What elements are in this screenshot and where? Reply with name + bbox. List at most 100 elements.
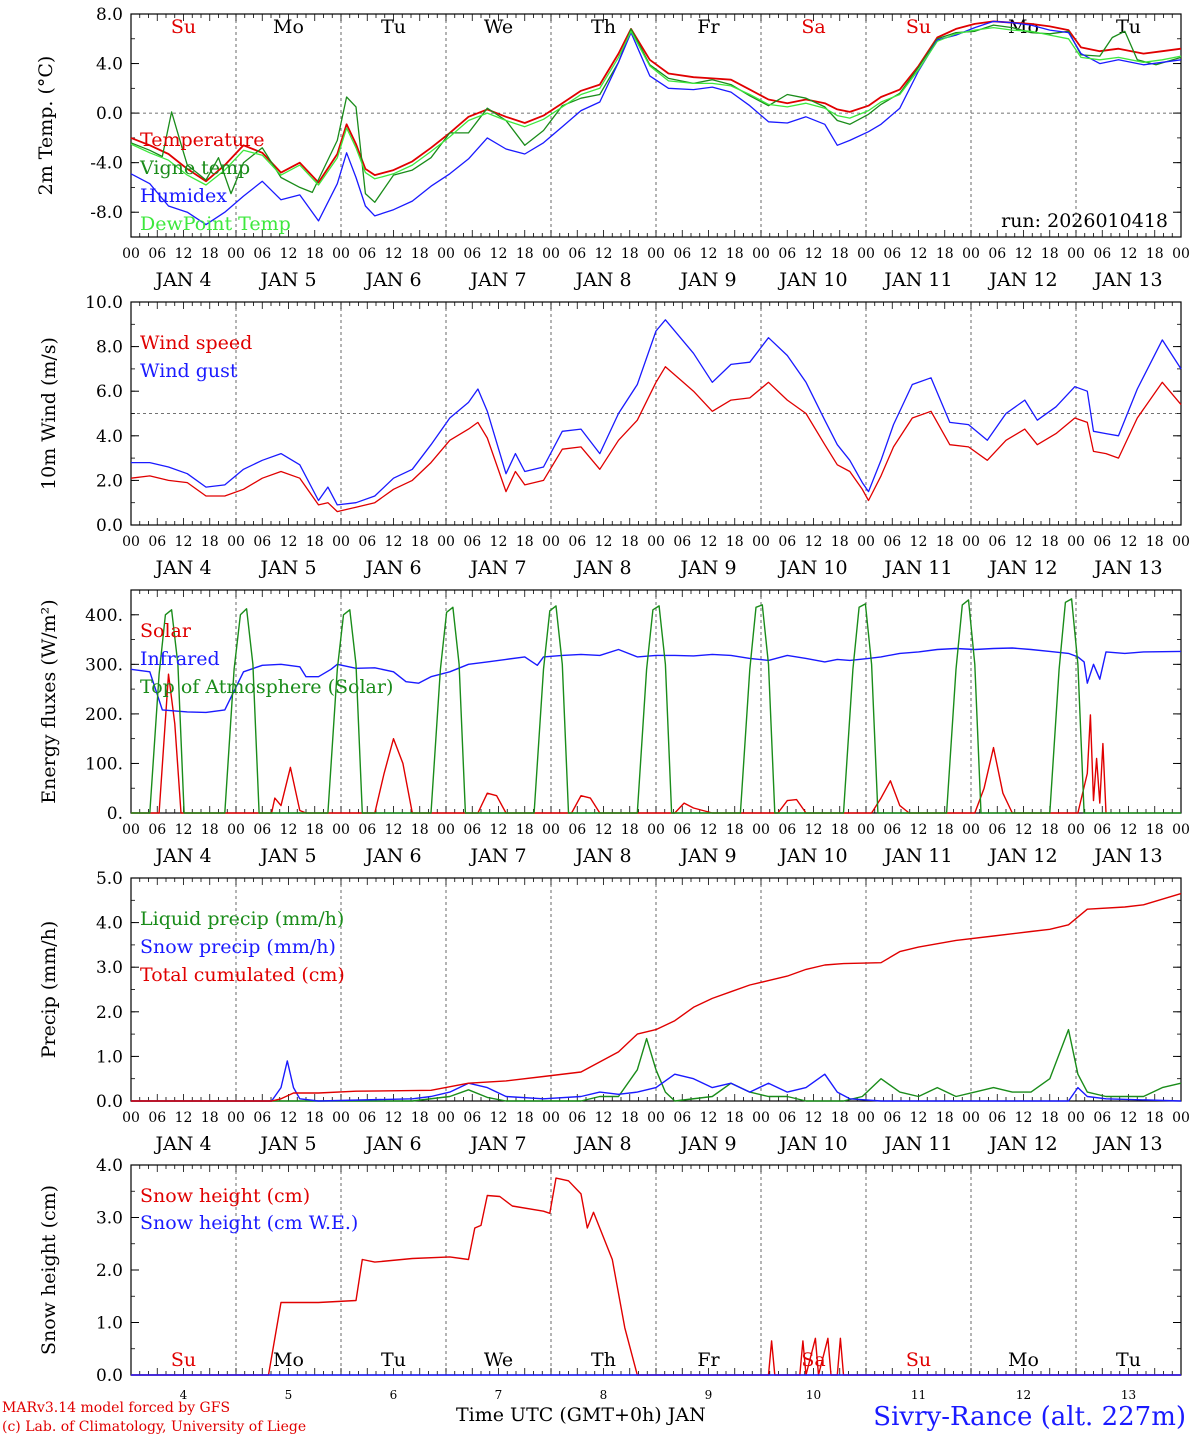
x-date-label: JAN 5 (258, 1133, 316, 1155)
x-date-label: JAN 8 (573, 1133, 631, 1155)
x-hour-label: 18 (1146, 1110, 1164, 1126)
x-hour-label: 06 (463, 1110, 481, 1126)
x-hour-label: 00 (962, 822, 980, 838)
x-hour-label: 06 (988, 1110, 1006, 1126)
weekday-label: Mo (273, 16, 304, 38)
x-hour-label: 00 (647, 534, 665, 550)
x-hour-label: 06 (568, 822, 586, 838)
x-hour-label: 00 (1172, 1110, 1190, 1126)
x-date-label: JAN 6 (363, 845, 421, 867)
x-hour-label: 12 (490, 534, 508, 550)
x-hour-label: 00 (647, 822, 665, 838)
x-hour-label: 12 (1120, 246, 1138, 262)
run-label: run: 2026010418 (1001, 210, 1168, 232)
x-hour-label: 00 (227, 1110, 245, 1126)
x-hour-label: 00 (857, 822, 875, 838)
x-date-label: JAN 9 (678, 557, 736, 579)
x-hour-label: 00 (437, 822, 455, 838)
y-tick-label: -8.0 (90, 203, 123, 223)
plot-frame (130, 13, 1182, 238)
x-hour-label: 06 (358, 534, 376, 550)
weekday-label: We (484, 1349, 513, 1371)
x-hour-label: 12 (385, 1110, 403, 1126)
x-hour-label: 18 (936, 246, 954, 262)
x-hour-label: 12 (175, 534, 193, 550)
y-tick-label: 4.0 (96, 1156, 123, 1176)
series-line-infrared (130, 647, 1182, 714)
weekday-label: Tu (1116, 16, 1141, 38)
x-hour-label: 18 (516, 1110, 534, 1126)
x-hour-label: 18 (936, 822, 954, 838)
x-hour-label: 06 (1093, 1110, 1111, 1126)
x-date-label: JAN 6 (363, 557, 421, 579)
x-hour-label: 06 (673, 1110, 691, 1126)
y-tick-label: 1.0 (96, 1314, 123, 1334)
y-tick-label: 3.0 (96, 958, 123, 978)
x-hour-label: 12 (1015, 822, 1033, 838)
x-hour-label: 12 (385, 822, 403, 838)
x-hour-label: 18 (726, 534, 744, 550)
weekday-label: Mo (1008, 16, 1039, 38)
x-hour-label: 18 (831, 246, 849, 262)
x-date-label: JAN 6 (363, 1133, 421, 1155)
x-hour-label: 18 (726, 822, 744, 838)
x-hour-label: 06 (253, 534, 271, 550)
y-tick-label: 0.0 (96, 1366, 123, 1386)
x-day-number: 13 (1121, 1388, 1136, 1402)
x-hour-label: 12 (910, 822, 928, 838)
x-hour-label: 12 (1120, 822, 1138, 838)
x-hour-label: 00 (122, 1110, 140, 1126)
x-hour-label: 06 (778, 246, 796, 262)
station-name: Sivry-Rance (alt. 227m) (873, 1402, 1186, 1432)
legend-entry: Wind speed (140, 332, 252, 354)
x-hour-label: 18 (516, 534, 534, 550)
x-hour-label: 00 (437, 534, 455, 550)
legend-entry: Infrared (140, 648, 220, 670)
y-tick-label: 4.0 (96, 914, 123, 934)
weekday-label: Sa (801, 1349, 825, 1371)
series-line-dewpoint-temp (130, 26, 1182, 186)
x-date-label: JAN 4 (153, 1133, 211, 1155)
x-hour-label: 12 (805, 246, 823, 262)
x-date-label: JAN 11 (882, 1133, 952, 1155)
weekday-label: Su (906, 16, 931, 38)
x-hour-label: 12 (1015, 246, 1033, 262)
x-hour-label: 12 (175, 246, 193, 262)
x-date-label: JAN 4 (153, 557, 211, 579)
legend-entry: Solar (140, 620, 192, 642)
series-line-humidex (130, 20, 1182, 226)
x-hour-label: 00 (1067, 1110, 1085, 1126)
x-hour-label: 00 (857, 246, 875, 262)
y-tick-label: 8.0 (96, 338, 123, 358)
x-hour-label: 00 (1172, 822, 1190, 838)
x-date-label: JAN 11 (882, 269, 952, 291)
x-hour-label: 12 (1015, 1110, 1033, 1126)
x-hour-label: 06 (148, 1110, 166, 1126)
x-hour-label: 06 (988, 246, 1006, 262)
x-date-label: JAN 5 (258, 269, 316, 291)
x-hour-label: 06 (673, 534, 691, 550)
x-hour-label: 00 (752, 822, 770, 838)
y-tick-label: 4.0 (96, 427, 123, 447)
x-date-label: JAN 5 (258, 845, 316, 867)
weekday-label: Fr (697, 1349, 720, 1371)
x-day-number: 5 (285, 1388, 293, 1402)
weekday-label: Th (591, 16, 616, 38)
x-hour-label: 12 (595, 822, 613, 838)
x-hour-label: 06 (358, 822, 376, 838)
series-line-top-of-atmosphere-solar- (131, 598, 1181, 814)
weekday-label: Fr (697, 16, 720, 38)
x-hour-label: 06 (988, 534, 1006, 550)
weekday-label: Su (906, 1349, 931, 1371)
x-date-label: JAN 10 (777, 557, 847, 579)
x-hour-label: 00 (752, 1110, 770, 1126)
x-hour-label: 12 (805, 1110, 823, 1126)
x-hour-label: 00 (857, 534, 875, 550)
x-day-number: 11 (911, 1388, 926, 1402)
x-hour-label: 00 (1067, 246, 1085, 262)
y-axis-title: Energy fluxes (W/m²) (38, 599, 60, 803)
x-hour-label: 18 (1146, 534, 1164, 550)
x-date-label: JAN 4 (153, 269, 211, 291)
x-date-label: JAN 7 (468, 1133, 526, 1155)
x-hour-label: 06 (568, 534, 586, 550)
